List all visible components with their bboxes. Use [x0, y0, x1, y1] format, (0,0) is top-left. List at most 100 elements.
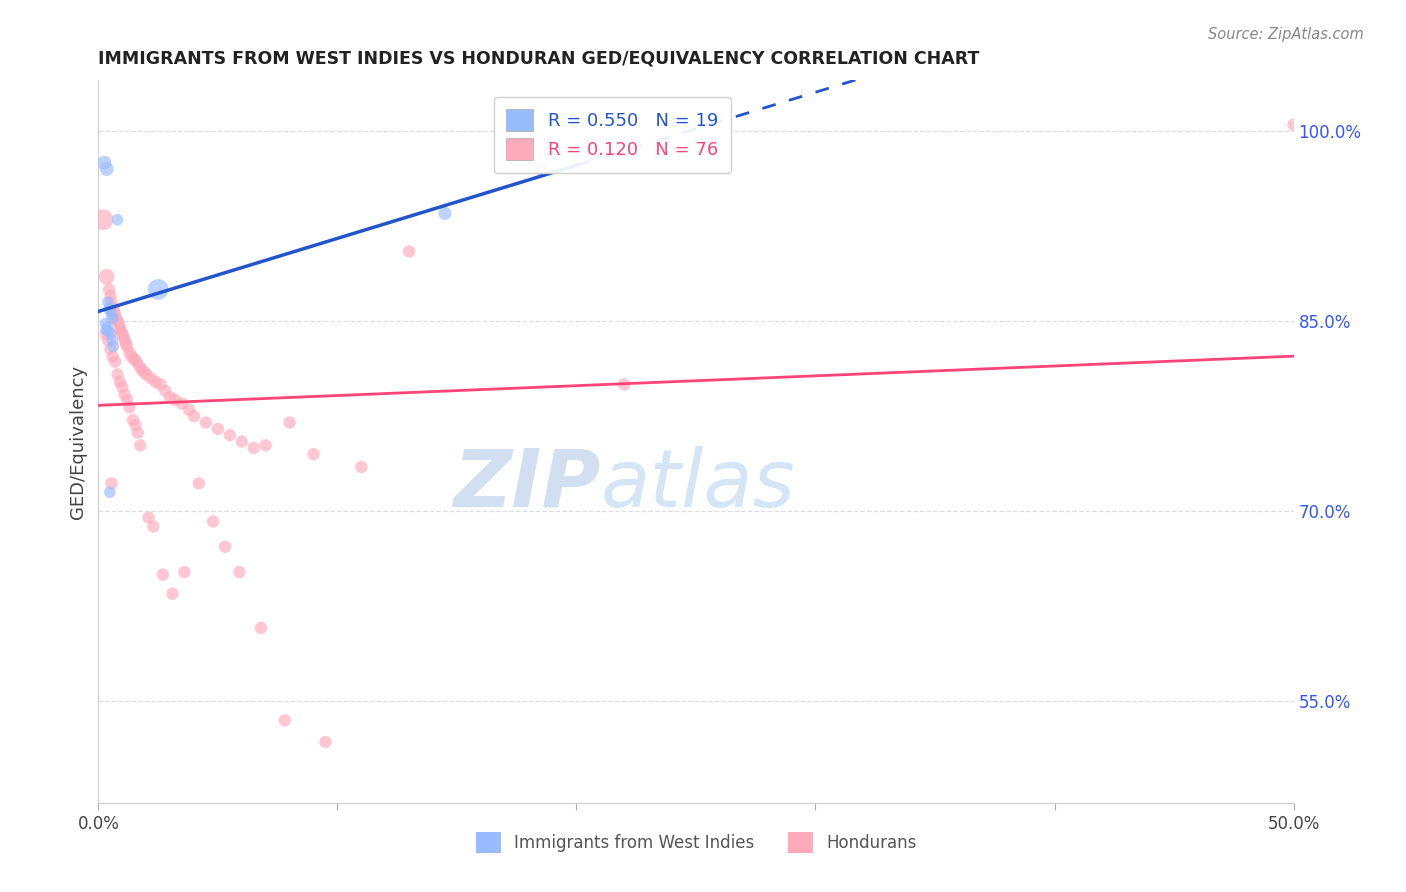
- Point: [124, 352, 146, 367]
- Point: [114, 387, 136, 401]
- Point: [104, 308, 127, 322]
- Point: [101, 301, 124, 316]
- Point: [108, 375, 131, 389]
- Point: [1282, 118, 1305, 132]
- Point: [96, 323, 118, 337]
- Point: [530, 161, 553, 176]
- Point: [159, 390, 181, 404]
- Point: [107, 317, 129, 331]
- Point: [138, 510, 160, 524]
- Point: [254, 438, 277, 452]
- Point: [103, 304, 125, 318]
- Point: [107, 368, 129, 382]
- Point: [162, 587, 184, 601]
- Point: [172, 396, 194, 410]
- Point: [98, 304, 122, 318]
- Point: [97, 295, 120, 310]
- Point: [107, 212, 129, 227]
- Point: [183, 409, 205, 424]
- Point: [98, 485, 121, 500]
- Point: [114, 333, 136, 347]
- Point: [108, 320, 131, 334]
- Point: [115, 337, 138, 351]
- Point: [214, 540, 236, 554]
- Point: [131, 362, 153, 376]
- Point: [96, 161, 118, 176]
- Point: [110, 324, 132, 338]
- Point: [105, 311, 128, 326]
- Point: [101, 333, 124, 347]
- Point: [132, 365, 155, 379]
- Point: [125, 354, 148, 368]
- Point: [145, 375, 167, 389]
- Point: [228, 565, 250, 579]
- Point: [163, 392, 186, 407]
- Point: [128, 359, 150, 373]
- Point: [96, 320, 118, 334]
- Text: atlas: atlas: [600, 446, 796, 524]
- Point: [148, 282, 170, 296]
- Point: [111, 380, 134, 394]
- Point: [118, 401, 141, 415]
- Point: [97, 333, 120, 347]
- Point: [96, 269, 118, 284]
- Point: [93, 155, 115, 169]
- Point: [122, 413, 145, 427]
- Point: [243, 441, 266, 455]
- Point: [250, 621, 273, 635]
- Point: [97, 324, 120, 338]
- Legend: Immigrants from West Indies, Hondurans: Immigrants from West Indies, Hondurans: [470, 826, 922, 860]
- Point: [398, 244, 420, 259]
- Point: [315, 735, 337, 749]
- Point: [98, 342, 122, 356]
- Point: [111, 326, 134, 341]
- Point: [155, 384, 177, 398]
- Point: [100, 476, 122, 491]
- Point: [112, 329, 135, 343]
- Point: [124, 418, 146, 433]
- Point: [118, 346, 141, 360]
- Point: [127, 425, 149, 440]
- Point: [94, 326, 117, 341]
- Text: IMMIGRANTS FROM WEST INDIES VS HONDURAN GED/EQUIVALENCY CORRELATION CHART: IMMIGRANTS FROM WEST INDIES VS HONDURAN …: [98, 50, 980, 68]
- Point: [434, 206, 457, 220]
- Point: [98, 282, 121, 296]
- Point: [350, 459, 373, 474]
- Point: [149, 377, 172, 392]
- Y-axis label: GED/Equivalency: GED/Equivalency: [69, 365, 87, 518]
- Point: [278, 416, 301, 430]
- Point: [129, 438, 152, 452]
- Point: [100, 295, 122, 310]
- Text: ZIP: ZIP: [453, 446, 600, 524]
- Point: [152, 567, 174, 582]
- Point: [195, 416, 218, 430]
- Point: [207, 422, 229, 436]
- Point: [139, 371, 162, 385]
- Point: [302, 447, 325, 461]
- Point: [115, 339, 138, 353]
- Point: [173, 565, 195, 579]
- Point: [107, 314, 129, 328]
- Point: [274, 714, 297, 728]
- Point: [100, 308, 122, 322]
- Point: [219, 428, 242, 442]
- Point: [202, 515, 225, 529]
- Point: [142, 519, 165, 533]
- Point: [187, 476, 209, 491]
- Point: [613, 377, 636, 392]
- Point: [135, 368, 157, 382]
- Point: [94, 317, 117, 331]
- Point: [101, 350, 124, 364]
- Point: [98, 289, 122, 303]
- Point: [104, 354, 127, 368]
- Point: [98, 301, 121, 316]
- Point: [115, 392, 138, 407]
- Point: [100, 326, 122, 341]
- Point: [101, 311, 124, 326]
- Point: [103, 339, 125, 353]
- Point: [121, 350, 143, 364]
- Point: [179, 402, 201, 417]
- Point: [231, 434, 253, 449]
- Point: [91, 212, 114, 227]
- Text: Source: ZipAtlas.com: Source: ZipAtlas.com: [1208, 27, 1364, 42]
